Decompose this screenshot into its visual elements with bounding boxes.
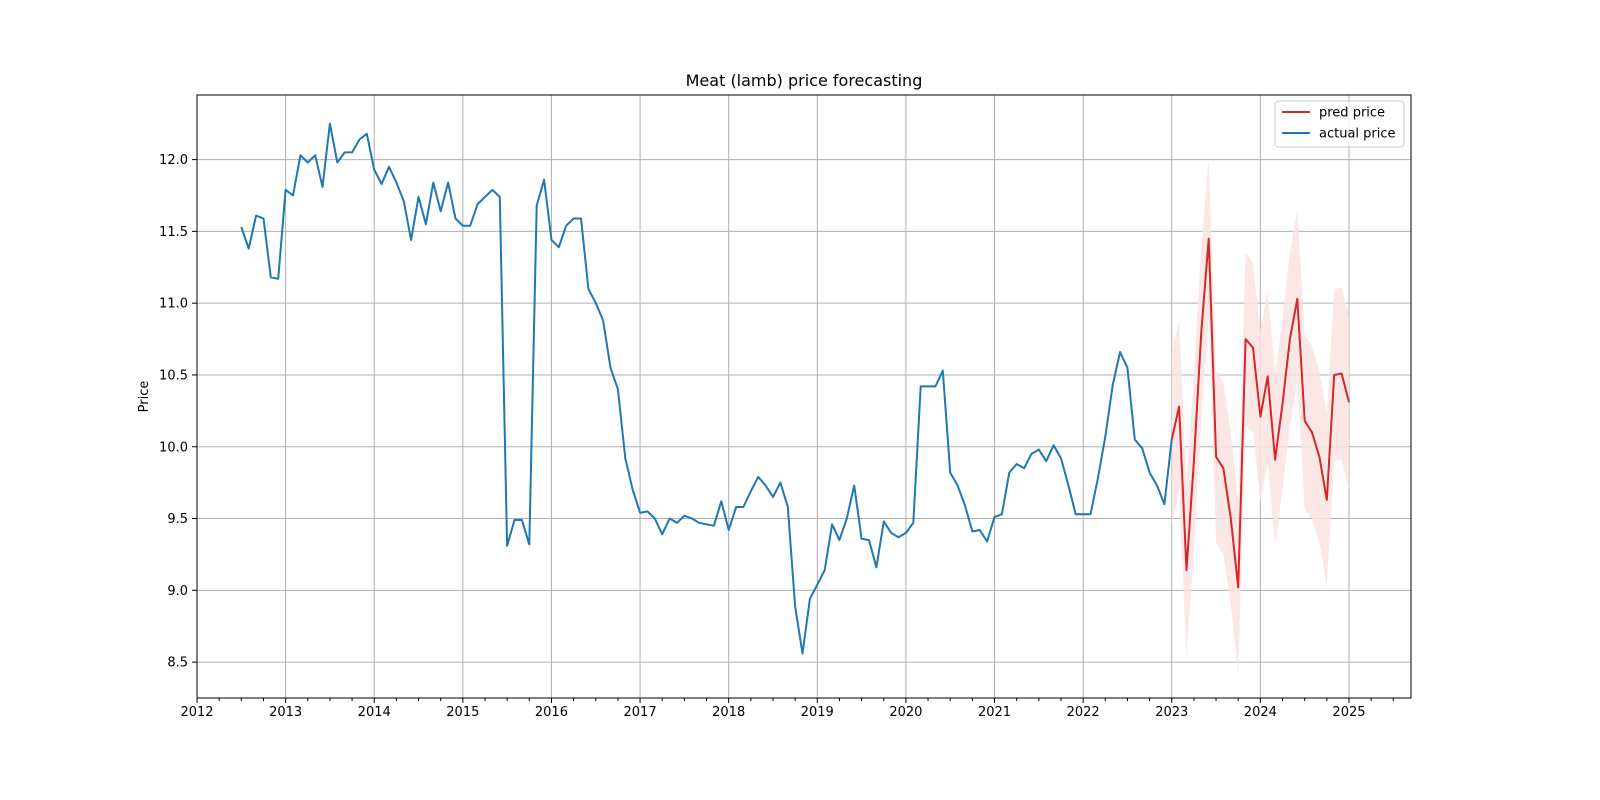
x-tick-label: 2018 <box>712 705 745 720</box>
x-tick-label: 2023 <box>1155 705 1188 720</box>
legend: pred price actual price <box>1274 100 1405 148</box>
grid <box>196 95 1411 698</box>
x-tick-label: 2021 <box>978 705 1011 720</box>
x-tick-label: 2017 <box>624 705 657 720</box>
y-tick-label: 10.5 <box>159 368 188 383</box>
x-tick-label: 2025 <box>1332 705 1365 720</box>
y-tick-label: 9.5 <box>167 512 188 527</box>
series-line-actual-price <box>240 122 1173 655</box>
legend-label-pred-price: pred price <box>1319 106 1385 121</box>
x-tick-label: 2022 <box>1067 705 1100 720</box>
plot-frame <box>196 94 1412 699</box>
y-tick-label: 11.0 <box>159 297 188 312</box>
x-tick-label: 2015 <box>446 705 479 720</box>
x-tick-label: 2014 <box>358 705 391 720</box>
y-axis: 8.5 9.0 9.5 10.0 10.5 11.0 11.5 12.0 <box>159 153 197 671</box>
y-tick-label: 12.0 <box>159 153 188 168</box>
x-tick-label: 2024 <box>1244 705 1277 720</box>
series-line-pred-price <box>1170 237 1350 589</box>
y-tick-label: 11.5 <box>159 225 188 240</box>
x-tick-label: 2013 <box>269 705 302 720</box>
y-tick-label: 9.0 <box>167 584 188 599</box>
chart-title: Meat (lamb) price forecasting <box>686 71 923 90</box>
legend-label-actual-price: actual price <box>1319 127 1396 142</box>
x-axis: 2012 2013 2014 2015 2016 2017 2018 2019 2020 2021… <box>180 698 1394 720</box>
x-tick-label: 2019 <box>801 705 834 720</box>
series-layer <box>240 122 1350 655</box>
y-axis-label: Price <box>137 381 152 413</box>
y-tick-label: 10.0 <box>159 440 188 455</box>
x-tick-label: 2016 <box>535 705 568 720</box>
x-tick-label: 2012 <box>180 705 213 720</box>
x-tick-label: 2020 <box>889 705 922 720</box>
y-tick-label: 8.5 <box>167 656 188 671</box>
